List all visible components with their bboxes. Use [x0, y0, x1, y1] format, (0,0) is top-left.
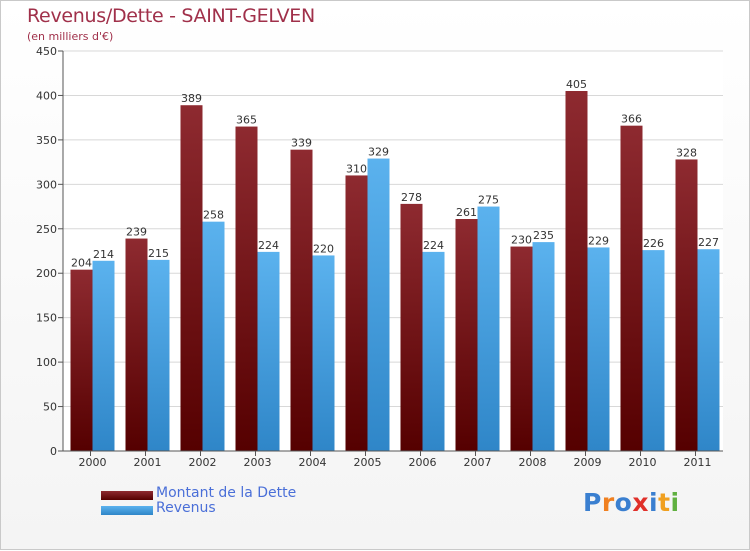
x-tick-label: 2008 — [519, 456, 547, 469]
data-label-revenus-2003: 224 — [258, 239, 279, 252]
logo-letter: t — [658, 488, 671, 517]
x-tick-label: 2001 — [134, 456, 162, 469]
x-tick-label: 2007 — [464, 456, 492, 469]
bar-revenus-2002 — [202, 221, 225, 451]
bar-revenus-2006 — [422, 251, 445, 451]
bar-dette-2005 — [345, 175, 368, 451]
chart-title: Revenus/Dette - SAINT-GELVEN — [27, 5, 315, 27]
x-tick-label: 2003 — [244, 456, 272, 469]
data-label-revenus-2006: 224 — [423, 239, 444, 252]
logo-letter: o — [614, 488, 633, 517]
data-label-revenus-2009: 229 — [588, 234, 609, 247]
y-tick-label: 50 — [43, 401, 57, 414]
bar-dette-2010 — [620, 125, 643, 452]
data-label-revenus-2001: 215 — [148, 247, 169, 260]
data-label-dette-2004: 339 — [291, 137, 312, 150]
data-label-revenus-2002: 258 — [203, 209, 224, 222]
logo-letter: x — [632, 488, 649, 517]
logo-letter: i — [670, 488, 680, 517]
bar-dette-2006 — [400, 203, 423, 451]
data-label-revenus-2010: 226 — [643, 237, 664, 250]
y-tick-label: 300 — [36, 178, 57, 191]
y-tick-label: 100 — [36, 356, 57, 369]
y-tick-label: 150 — [36, 312, 57, 325]
bar-dette-2009 — [565, 91, 588, 451]
data-label-dette-2003: 365 — [236, 114, 257, 127]
y-tick-label: 250 — [36, 223, 57, 236]
bar-revenus-2003 — [257, 251, 280, 451]
x-tick-label: 2002 — [189, 456, 217, 469]
bar-dette-2003 — [235, 126, 258, 452]
data-label-revenus-2005: 329 — [368, 146, 389, 159]
data-label-dette-2008: 230 — [511, 234, 532, 247]
bar-dette-2007 — [455, 219, 478, 451]
logo-letter: P — [583, 488, 602, 517]
x-tick-label: 2004 — [299, 456, 327, 469]
y-tick-label: 200 — [36, 267, 57, 280]
bar-revenus-2001 — [147, 259, 170, 451]
bar-dette-2004 — [290, 149, 313, 451]
bar-revenus-2005 — [367, 158, 390, 452]
legend-swatch-dette — [101, 491, 153, 500]
bar-dette-2001 — [125, 238, 148, 451]
x-tick-label: 2006 — [409, 456, 437, 469]
data-label-dette-2009: 405 — [566, 78, 587, 91]
data-label-dette-2006: 278 — [401, 191, 422, 204]
bar-revenus-2008 — [532, 242, 555, 451]
y-tick-label: 350 — [36, 134, 57, 147]
y-tick-label: 0 — [50, 445, 57, 458]
bar-revenus-2004 — [312, 255, 335, 451]
logo-letter: r — [601, 488, 615, 517]
x-tick-label: 2011 — [684, 456, 712, 469]
data-label-revenus-2011: 227 — [698, 236, 719, 249]
proxiti-logo: Proxiti — [583, 488, 680, 517]
x-tick-label: 2005 — [354, 456, 382, 469]
data-label-dette-2000: 204 — [71, 257, 92, 270]
data-label-revenus-2008: 235 — [533, 229, 554, 242]
bar-dette-2011 — [675, 159, 698, 451]
logo-letter: i — [649, 488, 659, 517]
data-label-dette-2002: 389 — [181, 92, 202, 105]
legend-label-dette: Montant de la Dette — [156, 485, 297, 501]
bar-revenus-2007 — [477, 206, 500, 451]
plot-area — [63, 51, 723, 451]
y-tick-label: 400 — [36, 89, 57, 102]
bar-revenus-2009 — [587, 247, 610, 451]
data-label-dette-2001: 239 — [126, 226, 147, 239]
x-tick-label: 2010 — [629, 456, 657, 469]
data-label-dette-2011: 328 — [676, 146, 697, 159]
bar-revenus-2000 — [92, 260, 115, 451]
data-label-dette-2010: 366 — [621, 113, 642, 126]
data-label-revenus-2007: 275 — [478, 194, 499, 207]
legend-label-revenus: Revenus — [156, 500, 216, 516]
data-label-revenus-2000: 214 — [93, 248, 114, 261]
data-label-dette-2007: 261 — [456, 206, 477, 219]
data-label-revenus-2004: 220 — [313, 242, 334, 255]
bar-revenus-2010 — [642, 250, 665, 451]
data-label-dette-2005: 310 — [346, 162, 367, 175]
legend-swatch-revenus — [101, 506, 153, 515]
x-tick-label: 2009 — [574, 456, 602, 469]
bar-dette-2008 — [510, 246, 533, 451]
y-tick-label: 450 — [36, 45, 57, 58]
bar-dette-2000 — [70, 269, 93, 451]
bar-dette-2002 — [180, 105, 203, 451]
x-tick-label: 2000 — [79, 456, 107, 469]
bar-revenus-2011 — [697, 249, 720, 451]
chart-subtitle: (en milliers d'€) — [27, 30, 114, 43]
